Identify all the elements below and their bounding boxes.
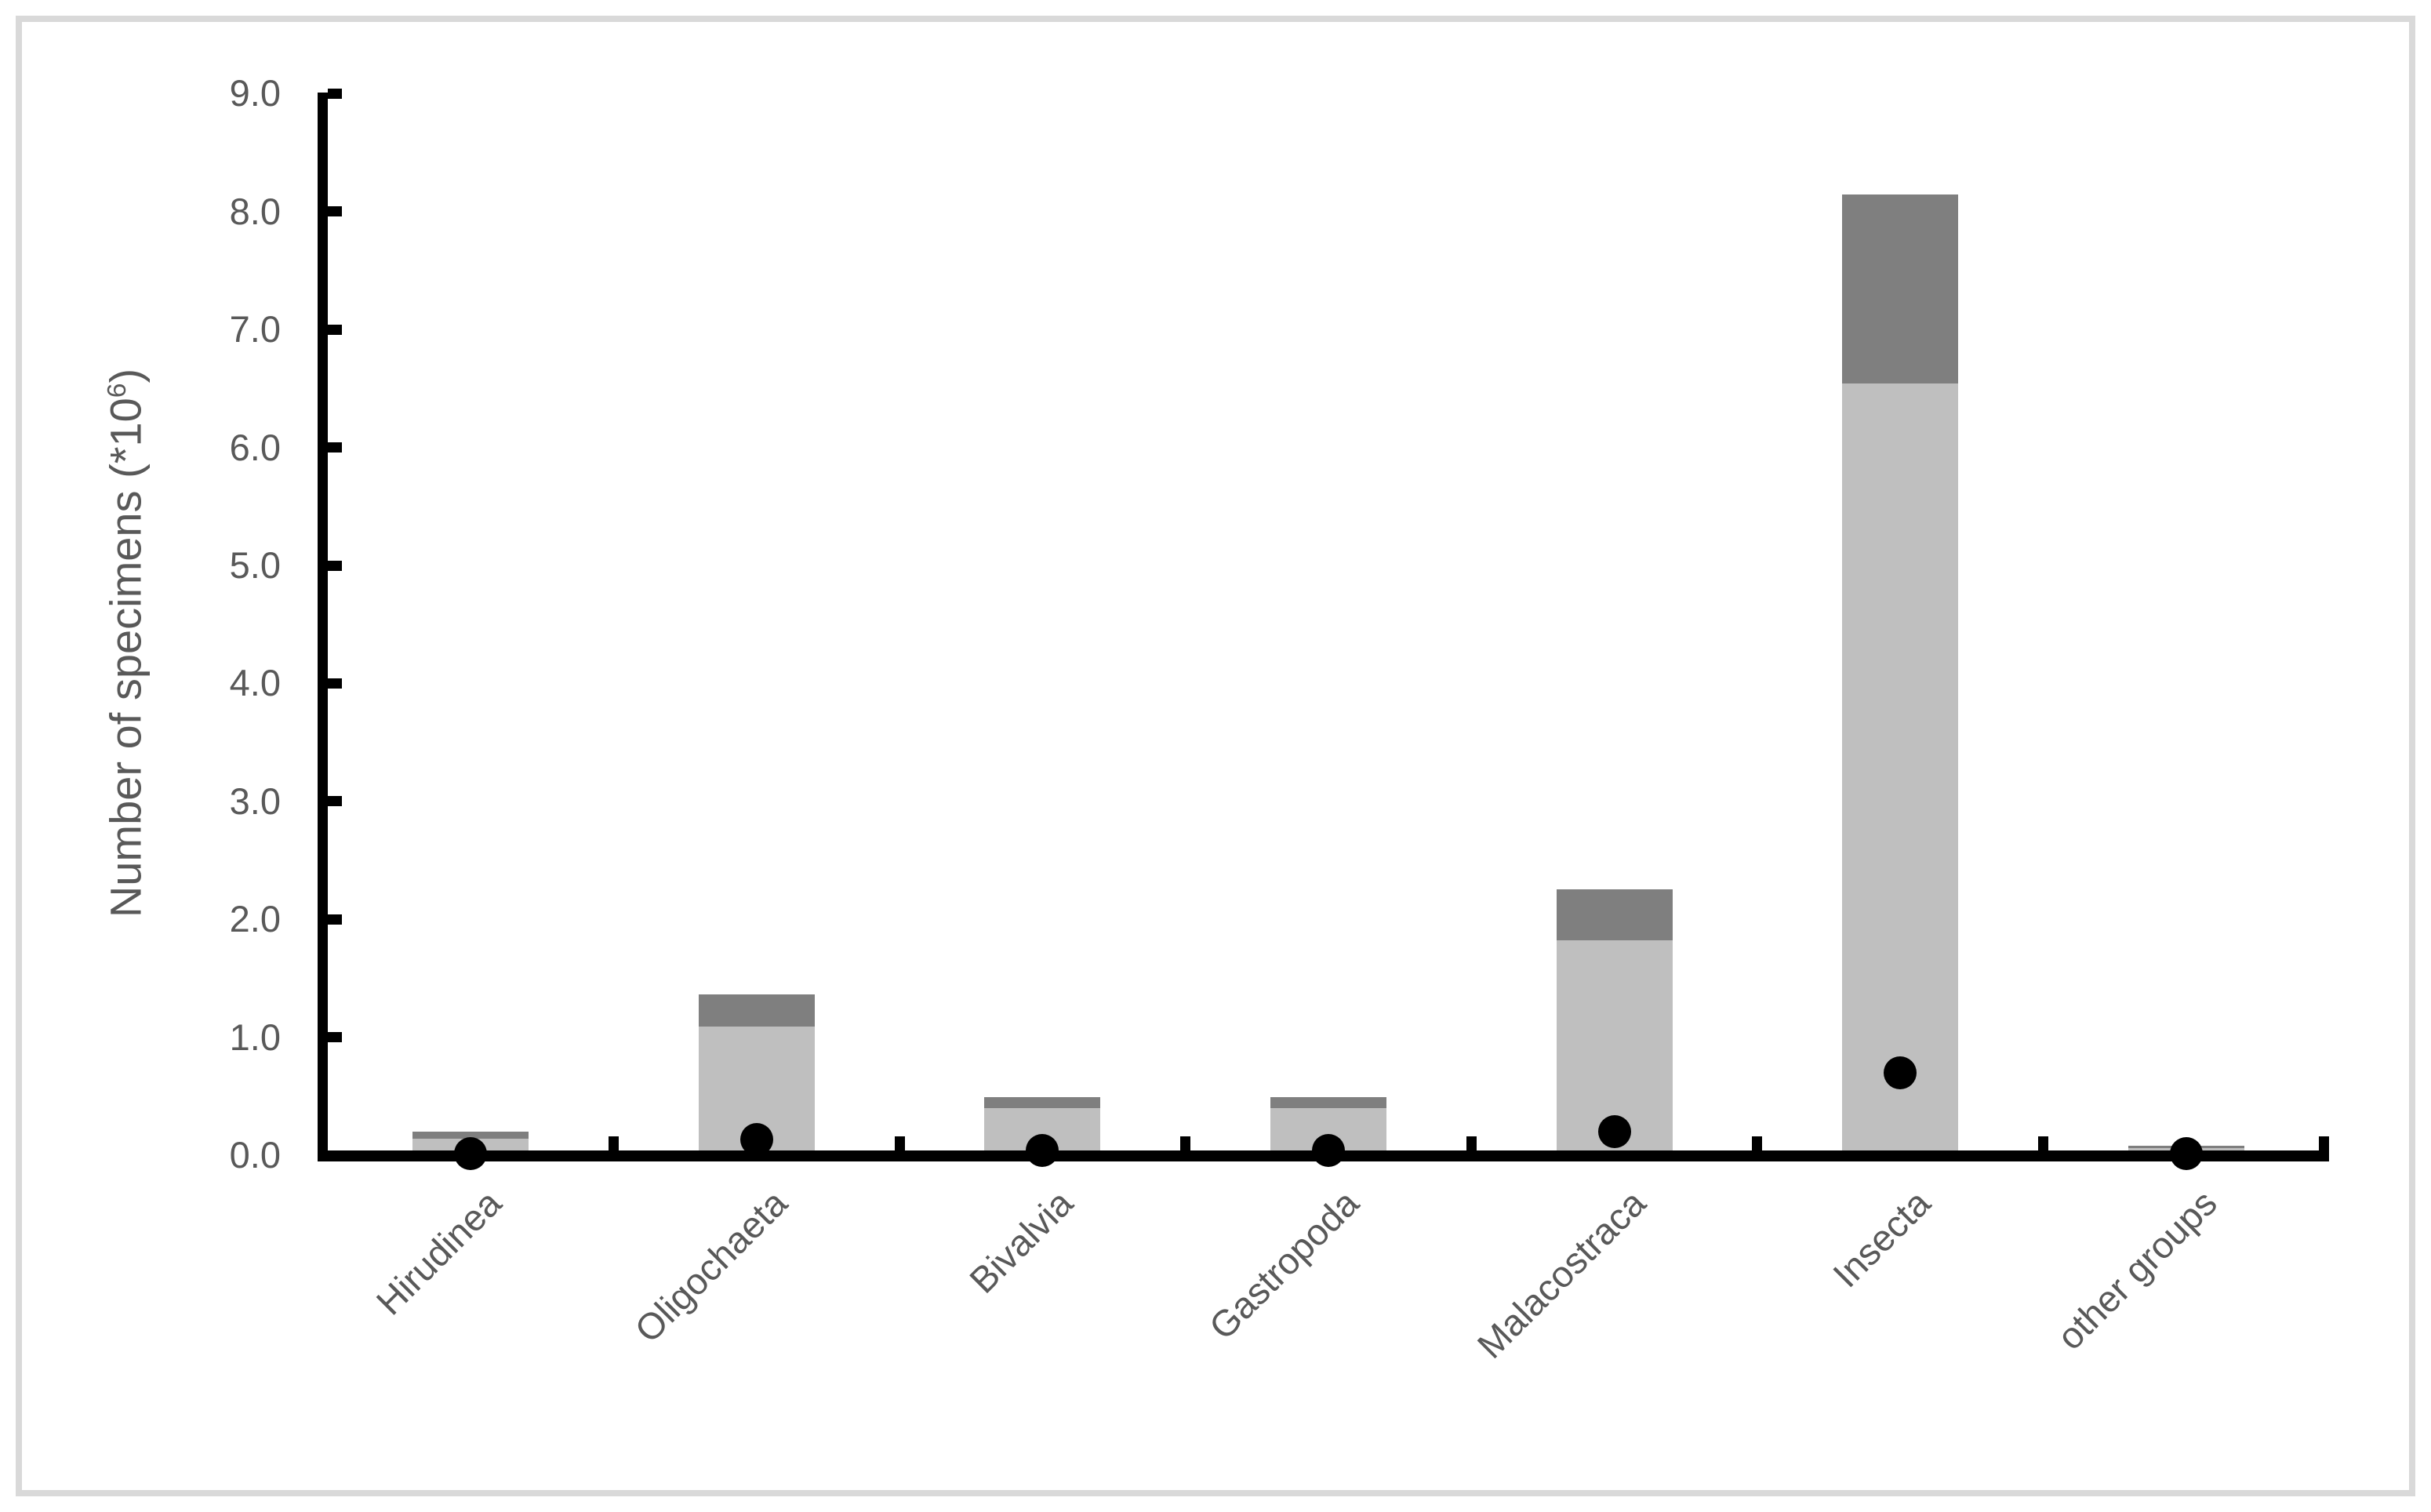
category-label-Oligochaeta: Oligochaeta	[627, 1181, 795, 1350]
bar-segment-dark-Bivalvia	[984, 1097, 1100, 1108]
bar-segment-dark-Hirudinea	[412, 1132, 529, 1139]
x-axis-tick	[2319, 1136, 2329, 1150]
y-tick-label: 9.0	[229, 72, 281, 114]
bar-segment-dark-Malacostraca	[1557, 889, 1673, 940]
data-point-dot-other groups	[2170, 1137, 2203, 1170]
y-tick-label: 8.0	[229, 191, 281, 232]
bar-segment-dark-Oligochaeta	[699, 994, 815, 1027]
y-axis-tick	[328, 561, 342, 571]
y-tick-label: 0.0	[229, 1134, 281, 1176]
x-axis-tick	[1466, 1136, 1477, 1150]
category-label-Gastropoda: Gastropoda	[1201, 1181, 1367, 1348]
y-tick-label: 4.0	[229, 662, 281, 703]
y-axis-tick	[328, 678, 342, 689]
y-tick-label: 1.0	[229, 1016, 281, 1058]
bar-segment-dark-Gastropoda	[1270, 1097, 1386, 1108]
x-axis-tick	[1752, 1136, 1762, 1150]
x-axis-tick	[2038, 1136, 2048, 1150]
category-label-Malacostraca: Malacostraca	[1468, 1181, 1653, 1367]
y-tick-label: 2.0	[229, 898, 281, 940]
y-axis-tick	[328, 325, 342, 335]
y-tick-label: 6.0	[229, 427, 281, 468]
y-tick-label: 3.0	[229, 780, 281, 822]
data-point-dot-Oligochaeta	[740, 1123, 773, 1156]
data-point-dot-Gastropoda	[1312, 1134, 1345, 1167]
y-axis-tick	[328, 1150, 342, 1161]
data-point-dot-Bivalvia	[1026, 1134, 1059, 1167]
data-point-dot-Insecta	[1884, 1056, 1917, 1089]
y-axis-tick	[328, 442, 342, 453]
y-axis-tick	[328, 914, 342, 925]
data-point-dot-Malacostraca	[1598, 1115, 1631, 1148]
data-point-dot-Hirudinea	[454, 1137, 487, 1170]
bar-segment-dark-Insecta	[1842, 194, 1958, 383]
category-label-Hirudinea: Hirudinea	[368, 1181, 509, 1323]
bar-segment-light-Insecta	[1842, 383, 1958, 1150]
category-label-other groups: other groups	[2048, 1181, 2225, 1358]
x-axis-tick	[609, 1136, 619, 1150]
x-axis-tick	[895, 1136, 905, 1150]
y-tick-label: 5.0	[229, 544, 281, 586]
y-axis-tick	[328, 1032, 342, 1042]
y-axis-tick	[328, 796, 342, 806]
category-label-Bivalvia: Bivalvia	[961, 1181, 1081, 1301]
y-axis-tick	[328, 89, 342, 99]
y-axis-line	[318, 93, 328, 1161]
x-axis-tick	[1180, 1136, 1190, 1150]
category-label-Insecta: Insecta	[1825, 1181, 1939, 1296]
y-axis-tick	[328, 206, 342, 216]
y-tick-label: 7.0	[229, 308, 281, 350]
